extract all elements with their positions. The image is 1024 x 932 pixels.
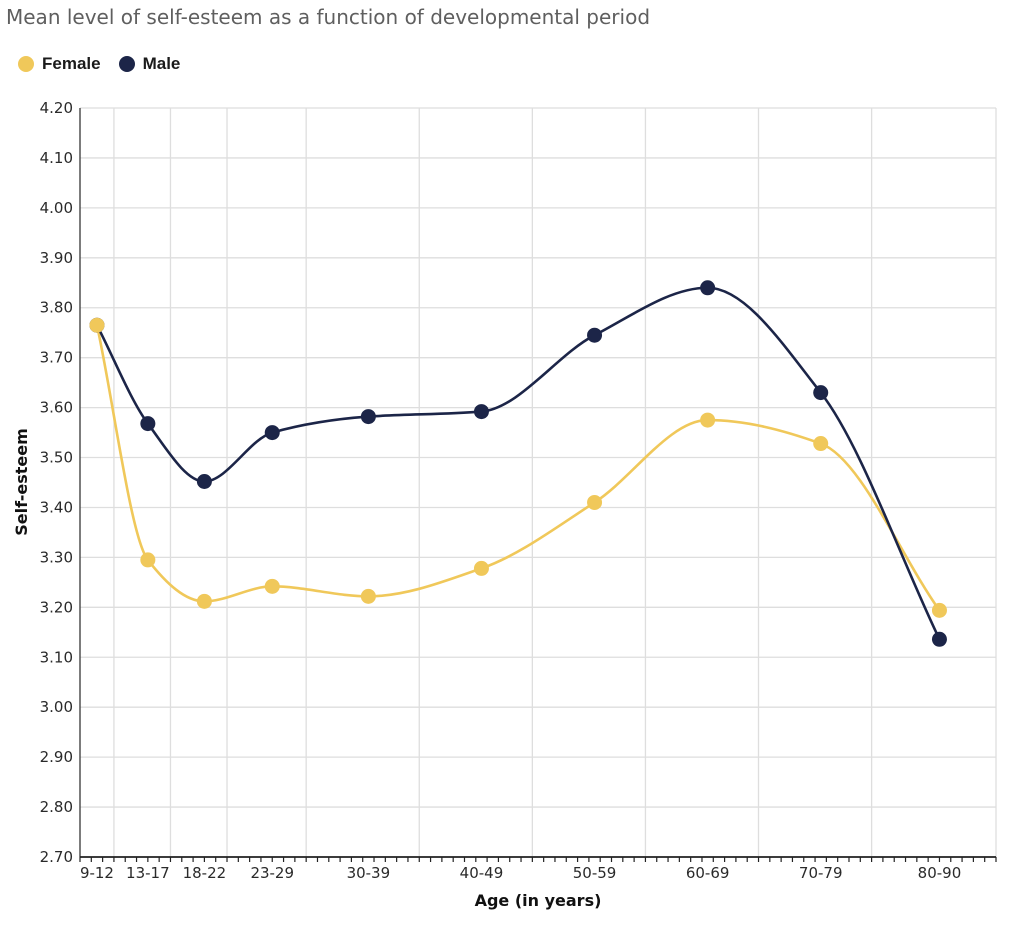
legend-item-male[interactable]: Male [118,54,181,74]
data-point-female [264,578,280,594]
y-tick-label: 3.30 [40,548,73,566]
x-tick-label: 18-22 [183,864,227,882]
legend-label-female: Female [42,54,101,73]
series-lines [95,286,941,640]
data-point-male [264,425,280,441]
legend-label-male: Male [142,54,181,73]
x-tick-label: 80-90 [918,864,962,882]
y-tick-label: 2.70 [40,848,73,866]
data-point-female [931,602,947,618]
y-tick-label: 3.80 [40,299,73,317]
y-tick-label: 3.60 [40,399,73,417]
x-tick-label: 60-69 [686,864,730,882]
series-line-female [95,324,941,612]
series-points [89,280,947,647]
y-tick-label: 3.20 [40,598,73,616]
y-tick-label: 3.90 [40,249,73,267]
x-tick-label: 50-59 [573,864,617,882]
data-point-female [813,436,829,452]
y-tick-label: 3.40 [40,498,73,516]
data-point-male [700,280,716,296]
x-tick-label: 40-49 [460,864,504,882]
x-axis-title: Age (in years) [475,891,602,910]
grid-lines [80,107,997,858]
data-point-male [813,385,829,401]
x-tick-label: 13-17 [126,864,170,882]
chart-title: Mean level of self-esteem as a function … [6,5,651,29]
y-tick-label: 3.10 [40,648,73,666]
y-tick-label: 4.00 [40,199,73,217]
data-point-male [587,327,603,343]
legend-swatch-female [18,56,34,72]
data-point-male [931,631,947,647]
y-tick-label: 2.80 [40,798,73,816]
y-tick-label: 2.90 [40,748,73,766]
x-tick-label: 70-79 [799,864,843,882]
y-tick-label: 4.20 [40,99,73,117]
data-point-male [473,404,489,420]
y-tick-label: 3.00 [40,698,73,716]
data-point-male [196,474,212,490]
data-point-female [700,412,716,428]
data-point-female [89,317,105,333]
data-point-female [360,588,376,604]
series-line-male [95,286,941,640]
tick-labels: 2.70 2.80 2.90 3.00 3.10 3.20 3.30 3.40 3.50 3.60… [40,99,962,882]
x-tick-label: 30-39 [347,864,391,882]
data-point-female [587,494,603,510]
data-point-female [473,560,489,576]
y-axis-title: Self-esteem [12,428,31,536]
data-point-male [140,416,156,432]
data-point-male [360,409,376,425]
y-tick-label: 4.10 [40,149,73,167]
y-tick-label: 3.70 [40,349,73,367]
axes [79,108,997,862]
x-tick-label: 9-12 [80,864,114,882]
y-tick-label: 3.50 [40,449,73,467]
x-tick-label: 23-29 [250,864,294,882]
legend-swatch-male [118,56,135,72]
data-point-female [196,593,212,609]
data-point-female [140,552,156,568]
legend-item-female[interactable]: Female [18,54,101,74]
legend: Female Male [18,54,180,74]
